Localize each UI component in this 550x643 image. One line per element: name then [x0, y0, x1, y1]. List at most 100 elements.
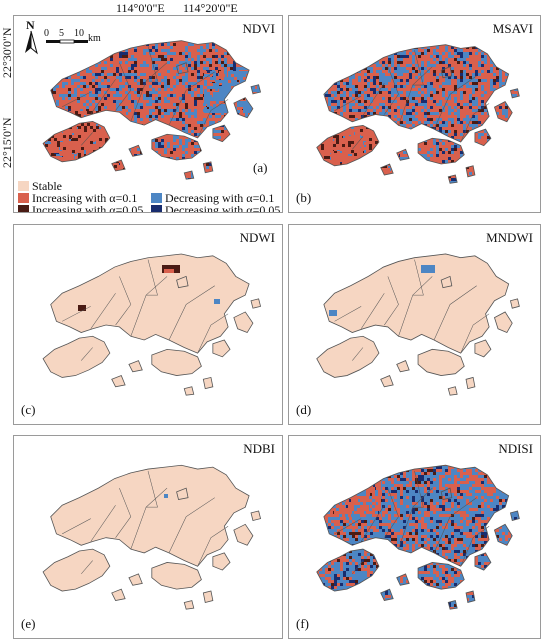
district-boundary [352, 347, 364, 361]
land-area [251, 298, 261, 309]
legend-swatch-increasing-0-05 [18, 205, 29, 212]
legend-label-decreasing-0-1: Decreasing with α=0.1 [165, 191, 275, 205]
map-ndvi [42, 40, 262, 180]
legend: Stable Increasing with α=0.1 Increasing … [18, 180, 281, 213]
district-boundary [360, 293, 385, 329]
land-area [50, 465, 250, 567]
scale-bar: 0 5 10 km [42, 28, 102, 44]
district-boundary [197, 99, 229, 139]
panel-label: (e) [21, 616, 36, 631]
district-boundary [62, 91, 91, 107]
district-boundary [130, 487, 168, 550]
land-area [184, 600, 194, 610]
coastline [42, 40, 262, 180]
land-area [494, 311, 513, 333]
map-panel-ndisi: NDISI (f) [288, 435, 541, 639]
land-area [184, 386, 194, 396]
district-boundary [433, 497, 477, 554]
panel-index-title: NDWI [239, 230, 275, 245]
land-area [43, 336, 110, 378]
land-area [151, 349, 202, 376]
district-boundary [81, 347, 93, 361]
district-boundary [130, 62, 168, 122]
legend-label-stable: Stable [32, 179, 62, 193]
land-area [203, 591, 213, 603]
district-boundary [360, 505, 385, 542]
district-boundary [115, 488, 132, 538]
district-boundary [81, 560, 93, 575]
district-boundary [130, 276, 168, 337]
district-boundary [197, 313, 229, 354]
district-boundary [384, 488, 399, 538]
district-boundary [352, 560, 364, 575]
north-label: N [26, 18, 35, 32]
coastline [316, 464, 520, 610]
district-boundary [412, 50, 424, 86]
map-panel-ndbi: NDBI (e) [13, 435, 283, 639]
land-area [212, 340, 231, 357]
land-area [474, 340, 491, 357]
map-msavi [316, 44, 520, 184]
map-mndwi [316, 253, 520, 396]
map-ndwi [42, 253, 262, 396]
district-boundary [352, 136, 364, 150]
change-pixels [316, 44, 520, 184]
district-boundary [460, 313, 490, 354]
change-pixels [316, 465, 520, 610]
map-panel-mndwi: MNDWI (d) [288, 224, 541, 425]
panel-label: (a) [253, 160, 268, 175]
district-boundary [146, 259, 158, 296]
land-area [448, 386, 458, 396]
district-boundary [115, 62, 132, 111]
legend-label-decreasing-0-05: Decreasing with α=0.05 [165, 203, 281, 213]
district-boundary [146, 470, 158, 508]
district-boundary [460, 526, 490, 567]
longitude-label-114-20: 114°20'0"E [183, 1, 238, 15]
north-arrow-icon [25, 30, 38, 55]
legend-item-increasing-0-05: Increasing with α=0.05 [18, 203, 144, 213]
north-arrow: N [23, 18, 39, 57]
district-boundary [360, 83, 385, 119]
land-area [233, 524, 253, 546]
district-boundary [168, 497, 215, 554]
map-panel-ndvi: N 0 5 10 km NDVI (a) Stable Increasing w… [13, 15, 283, 213]
panel-index-title: NDISI [498, 441, 533, 456]
coastline [42, 253, 262, 396]
map-ndbi [42, 464, 262, 610]
land-area [418, 349, 465, 376]
land-area [212, 552, 231, 571]
legend-swatch-decreasing-0-1 [151, 193, 162, 203]
longitude-label-114-0: 114°0'0"E [116, 1, 165, 15]
panel-index-title: MSAVI [492, 21, 533, 36]
scale-bar-graphic [46, 39, 88, 44]
district-boundary [412, 259, 424, 296]
map-panel-ndwi: NDWI (c) [13, 224, 283, 425]
land-area [233, 311, 253, 333]
land-area [323, 253, 509, 354]
district-boundary [460, 103, 490, 143]
district-boundary [197, 526, 229, 567]
legend-item-decreasing-0-1: Decreasing with α=0.1 [151, 192, 274, 204]
coastline [316, 44, 520, 184]
district-boundary [433, 285, 477, 341]
panel-label: (d) [296, 402, 312, 417]
scale-unit: km [88, 33, 101, 44]
district-boundary [433, 75, 477, 130]
district-boundary [412, 470, 424, 508]
land-area [316, 336, 379, 378]
district-boundary [90, 79, 116, 115]
panel-index-title: NDVI [242, 21, 276, 36]
panel-index-title: NDBI [243, 441, 275, 456]
legend-label-increasing-0-05: Increasing with α=0.05 [32, 203, 144, 213]
land-area [151, 562, 202, 590]
district-boundary [90, 505, 116, 542]
district-boundary [115, 276, 132, 326]
panel-label: (c) [21, 402, 36, 417]
land-area [50, 253, 250, 354]
legend-item-stable: Stable [18, 180, 62, 192]
scale-tick-10: 10 [74, 28, 84, 39]
panel-label: (f) [296, 616, 309, 631]
district-boundary [384, 276, 399, 326]
coastline [42, 464, 262, 610]
legend-label-increasing-0-1: Increasing with α=0.1 [32, 191, 138, 205]
